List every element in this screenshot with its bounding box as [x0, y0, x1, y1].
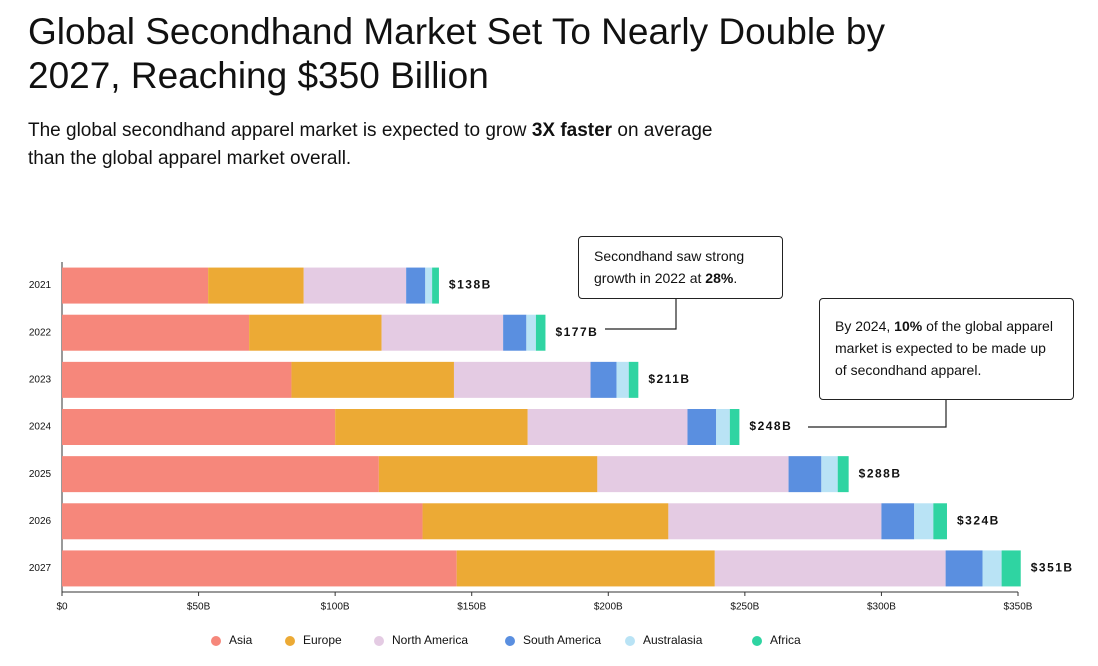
bar-segment [945, 550, 983, 587]
total-label: $351B [1031, 561, 1074, 575]
bar-segment [881, 503, 915, 540]
legend-label: Africa [770, 633, 801, 647]
bar-segment [597, 456, 789, 493]
legend-label: South America [523, 633, 601, 647]
x-tick-label: $50B [187, 602, 211, 613]
y-tick-label: 2023 [29, 374, 52, 385]
legend-label: Asia [229, 633, 253, 647]
legend-swatch [752, 636, 762, 646]
bar-segment [249, 314, 382, 351]
bar-segment [526, 314, 536, 351]
legend-swatch [285, 636, 295, 646]
bar-segment [62, 267, 209, 304]
bar-segment [62, 361, 292, 398]
x-tick-label: $350B [1004, 602, 1033, 613]
chart-title: Global Secondhand Market Set To Nearly D… [28, 11, 885, 96]
bar-segment [729, 409, 740, 445]
total-label: $324B [957, 513, 1000, 527]
bar-segment [422, 503, 669, 540]
x-tick-label: $0 [56, 602, 68, 613]
x-tick-label: $300B [867, 602, 896, 613]
bar-segment [62, 409, 336, 445]
bar-segment [62, 314, 250, 351]
bar-segment [788, 456, 822, 493]
total-label: $177B [555, 325, 598, 339]
y-tick-label: 2026 [29, 516, 52, 527]
legend-swatch [505, 636, 515, 646]
bar-segment [432, 267, 439, 304]
total-label: $211B [648, 372, 690, 386]
total-label: $248B [749, 419, 792, 433]
total-label: $288B [859, 466, 902, 480]
bar-segment [714, 550, 946, 587]
bar-segment [535, 314, 546, 351]
bar-segment [381, 314, 504, 351]
bar-segment [527, 409, 688, 445]
y-tick-label: 2021 [29, 280, 52, 291]
bar-segment [291, 361, 454, 398]
bar-segment [456, 550, 715, 587]
x-tick-label: $150B [457, 602, 486, 613]
text-part: 3X faster [531, 120, 613, 141]
y-tick-label: 2025 [29, 469, 52, 480]
bar-segment [687, 409, 717, 445]
bar-segment [716, 409, 730, 445]
bar-segment [590, 361, 617, 398]
subtitle: The global secondhand apparel market is … [28, 117, 728, 173]
bar-segment [1001, 550, 1021, 587]
bar-segment [503, 314, 527, 351]
bar-segment [62, 456, 379, 493]
annotation: Secondhand saw strong growth in 2022 at … [578, 236, 783, 299]
text-part: By 2024, [835, 318, 895, 334]
bar-segment [837, 456, 849, 493]
annotation: By 2024, 10% of the global apparel marke… [819, 298, 1074, 400]
text-part: 28% [705, 270, 734, 286]
legend-swatch [374, 636, 384, 646]
legend-swatch [211, 636, 221, 646]
text-part: 10% [894, 318, 923, 334]
bar-segment [933, 503, 947, 540]
legend-label: Australasia [643, 633, 703, 647]
text-part: of the global apparel market is expected… [835, 318, 1053, 378]
bar-segment [616, 361, 629, 398]
bar-segment [914, 503, 934, 540]
text-part: Secondhand saw strong growth in 2022 at [594, 248, 745, 286]
bar-segment [62, 503, 423, 540]
y-tick-label: 2022 [29, 327, 52, 338]
bar-segment [335, 409, 528, 445]
text-part: . [733, 270, 738, 286]
bar-segment [453, 361, 591, 398]
bar-segment [982, 550, 1002, 587]
legend-label: North America [392, 633, 468, 647]
bar-segment [62, 550, 457, 587]
text-part: The global secondhand apparel market is … [28, 120, 532, 141]
bar-segment [821, 456, 838, 493]
y-tick-label: 2027 [29, 563, 52, 574]
y-tick-label: 2024 [29, 422, 52, 433]
x-tick-label: $200B [594, 602, 623, 613]
legend-label: Europe [303, 633, 342, 647]
connector [605, 298, 677, 330]
connector [808, 399, 947, 428]
bar-segment [628, 361, 639, 398]
bar-segment [425, 267, 433, 304]
text-part: on average than the global apparel marke… [28, 120, 713, 169]
bar-segment [208, 267, 304, 304]
bar-segment [406, 267, 426, 304]
bar-segment [668, 503, 882, 540]
bar-segment [303, 267, 407, 304]
legend-swatch [625, 636, 635, 646]
x-tick-label: $250B [730, 602, 759, 613]
x-tick-label: $100B [321, 602, 350, 613]
total-label: $138B [449, 278, 492, 292]
bar-segment [378, 456, 598, 493]
